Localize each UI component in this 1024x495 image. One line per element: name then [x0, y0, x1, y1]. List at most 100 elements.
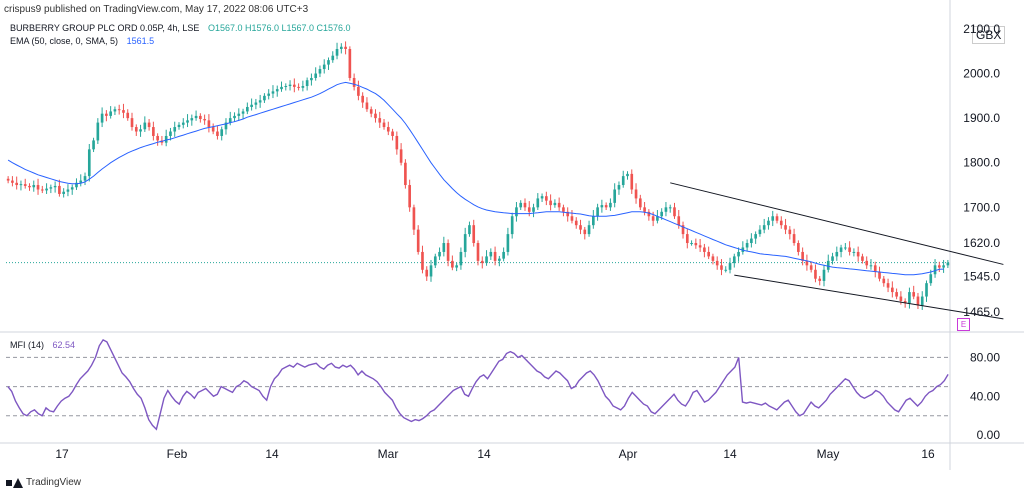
candle-body	[891, 287, 894, 293]
candle-body	[327, 60, 330, 65]
candle-body	[489, 251, 493, 257]
candle-body	[698, 245, 702, 248]
candle-body	[152, 127, 155, 136]
candle-body	[463, 234, 467, 252]
candle-body	[451, 260, 454, 268]
candle-body	[139, 129, 142, 132]
candle-body	[831, 256, 834, 261]
ema-legend: EMA (50, close, 0, SMA, 5) 1561.5	[10, 36, 154, 46]
candle-body	[809, 265, 813, 270]
candle-body	[754, 234, 757, 239]
price-tick-label: 2000.0	[963, 67, 1000, 81]
candle-body	[613, 189, 617, 203]
candle-body	[246, 106, 249, 112]
candle-body	[79, 180, 83, 183]
candle-body	[856, 251, 860, 257]
candle-body	[113, 109, 117, 112]
candle-body	[391, 131, 394, 136]
candle-body	[288, 84, 292, 87]
candle-body	[638, 198, 642, 208]
ema-line	[7, 81, 944, 276]
candle-body	[925, 283, 928, 297]
mfi-tick-label: 0.00	[977, 428, 1001, 442]
candle-body	[271, 91, 275, 94]
candle-body	[779, 220, 783, 226]
channel-upper-line	[670, 182, 1004, 265]
candle-body	[882, 278, 886, 284]
candle-body	[694, 243, 698, 246]
candle-body	[510, 216, 514, 235]
publish-info: crispus9 published on TradingView.com, M…	[4, 4, 309, 15]
candle-body	[105, 113, 108, 116]
candle-body	[194, 115, 198, 119]
candle-body	[412, 207, 416, 230]
candle-body	[169, 131, 172, 136]
candle-body	[109, 111, 112, 116]
candle-body	[425, 269, 429, 277]
mfi-tick-label: 40.00	[970, 389, 1000, 403]
candle-body	[433, 256, 437, 266]
candle-body	[540, 196, 544, 199]
candle-body	[792, 234, 796, 244]
candle-body	[147, 122, 151, 128]
candle-body	[459, 251, 463, 266]
candle-body	[579, 225, 582, 230]
candle-body	[920, 296, 924, 306]
currency-badge[interactable]: GBX	[972, 26, 1006, 44]
candle-body	[916, 296, 920, 306]
candle-body	[293, 84, 296, 87]
candle-body	[737, 251, 740, 257]
candle-body	[673, 207, 676, 217]
candle-body	[224, 122, 228, 130]
candle-body	[822, 269, 826, 281]
mfi-label: MFI (14)	[10, 340, 45, 350]
candle-body	[549, 200, 552, 206]
candle-body	[301, 86, 305, 88]
candle-body	[937, 265, 941, 268]
candle-body	[502, 251, 505, 259]
ohlc-values: O1567.0 H1576.0 L1567.0 C1576.0	[207, 23, 351, 33]
candle-body	[134, 127, 138, 132]
candle-body	[310, 77, 313, 81]
candle-body	[177, 124, 181, 128]
earnings-event-badge[interactable]: E	[957, 318, 970, 331]
candle-body	[750, 238, 753, 244]
candle-body	[545, 196, 548, 201]
candle-body	[36, 185, 40, 190]
candle-body	[305, 80, 309, 87]
candle-body	[771, 216, 775, 221]
mfi-tick-label: 80.00	[970, 350, 1000, 364]
candle-body	[587, 225, 591, 235]
candle-body	[335, 48, 339, 56]
candle-body	[745, 243, 749, 248]
candle-body	[369, 109, 373, 114]
candle-body	[685, 234, 689, 244]
candle-body	[53, 185, 57, 188]
candle-body	[92, 140, 95, 150]
candle-body	[126, 112, 130, 119]
candle-body	[122, 110, 125, 113]
time-tick-label: 14	[477, 447, 491, 461]
candle-body	[630, 173, 634, 190]
candle-body	[357, 86, 360, 96]
candle-body	[378, 118, 382, 123]
candle-body	[703, 247, 706, 252]
candle-body	[707, 251, 710, 257]
candle-body	[600, 205, 604, 208]
candle-body	[801, 251, 804, 261]
candle-body	[438, 251, 441, 257]
candle-body	[203, 119, 206, 121]
time-tick-label: 14	[723, 447, 737, 461]
candle-body	[668, 207, 672, 209]
candle-body	[929, 274, 933, 284]
candle-body	[570, 216, 574, 221]
candle-body	[70, 187, 74, 190]
candle-body	[386, 127, 390, 132]
candle-body	[181, 122, 185, 125]
candle-body	[865, 260, 869, 266]
candle-body	[207, 120, 211, 128]
candle-body	[6, 178, 10, 181]
candle-body	[690, 243, 693, 245]
candle-body	[553, 202, 557, 206]
